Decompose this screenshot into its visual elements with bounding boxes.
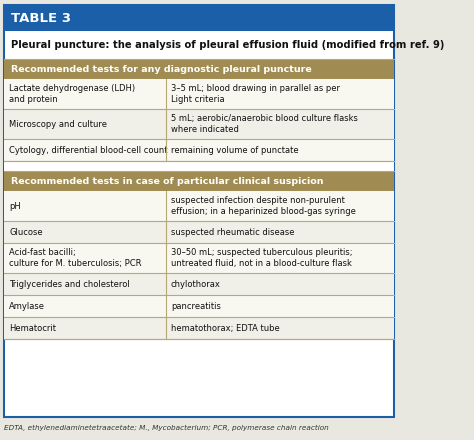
Text: chylothorax: chylothorax <box>171 279 221 289</box>
Text: TABLE 3: TABLE 3 <box>11 11 71 25</box>
Text: suspected infection despite non-purulent
effusion; in a heparinized blood-gas sy: suspected infection despite non-purulent… <box>171 196 356 216</box>
Text: Glucose: Glucose <box>9 227 43 237</box>
Bar <box>4 161 394 171</box>
Text: remaining volume of punctate: remaining volume of punctate <box>171 146 299 154</box>
Text: Hematocrit: Hematocrit <box>9 323 56 333</box>
Text: pancreatitis: pancreatitis <box>171 301 221 311</box>
Bar <box>4 171 394 191</box>
Text: Microscopy and culture: Microscopy and culture <box>9 120 107 128</box>
Text: EDTA, ethylenediaminetetraacetate; M., Mycobacterium; PCR, polymerase chain reac: EDTA, ethylenediaminetetraacetate; M., M… <box>4 425 329 431</box>
Bar <box>4 295 394 317</box>
Bar <box>4 139 394 161</box>
Text: Amylase: Amylase <box>9 301 45 311</box>
Bar <box>4 109 394 139</box>
Bar <box>4 191 394 221</box>
Text: 30–50 mL; suspected tuberculous pleuritis;
untreated fluid, not in a blood-cultu: 30–50 mL; suspected tuberculous pleuriti… <box>171 248 352 268</box>
Text: pH: pH <box>9 202 21 210</box>
Text: 5 mL; aerobic/anaerobic blood culture flasks
where indicated: 5 mL; aerobic/anaerobic blood culture fl… <box>171 114 358 134</box>
Bar <box>4 59 394 79</box>
Bar <box>4 317 394 339</box>
Bar <box>4 243 394 273</box>
Text: 3–5 mL; blood drawing in parallel as per
Light criteria: 3–5 mL; blood drawing in parallel as per… <box>171 84 340 104</box>
Text: Acid-fast bacilli;
culture for M. tuberculosis; PCR: Acid-fast bacilli; culture for M. tuberc… <box>9 248 142 268</box>
Text: Cytology, differential blood-cell count: Cytology, differential blood-cell count <box>9 146 168 154</box>
Text: suspected rheumatic disease: suspected rheumatic disease <box>171 227 294 237</box>
Bar <box>4 5 394 31</box>
Text: Recommended tests for any diagnostic pleural puncture: Recommended tests for any diagnostic ple… <box>11 65 312 73</box>
Text: Pleural puncture: the analysis of pleural effusion fluid (modified from ref. 9): Pleural puncture: the analysis of pleura… <box>11 40 444 50</box>
Bar <box>4 79 394 109</box>
Text: Recommended tests in case of particular clinical suspicion: Recommended tests in case of particular … <box>11 176 323 186</box>
Bar <box>4 273 394 295</box>
Text: hematothorax; EDTA tube: hematothorax; EDTA tube <box>171 323 280 333</box>
Text: Lactate dehydrogenase (LDH)
and protein: Lactate dehydrogenase (LDH) and protein <box>9 84 136 104</box>
Bar <box>4 221 394 243</box>
Text: Triglycerides and cholesterol: Triglycerides and cholesterol <box>9 279 130 289</box>
